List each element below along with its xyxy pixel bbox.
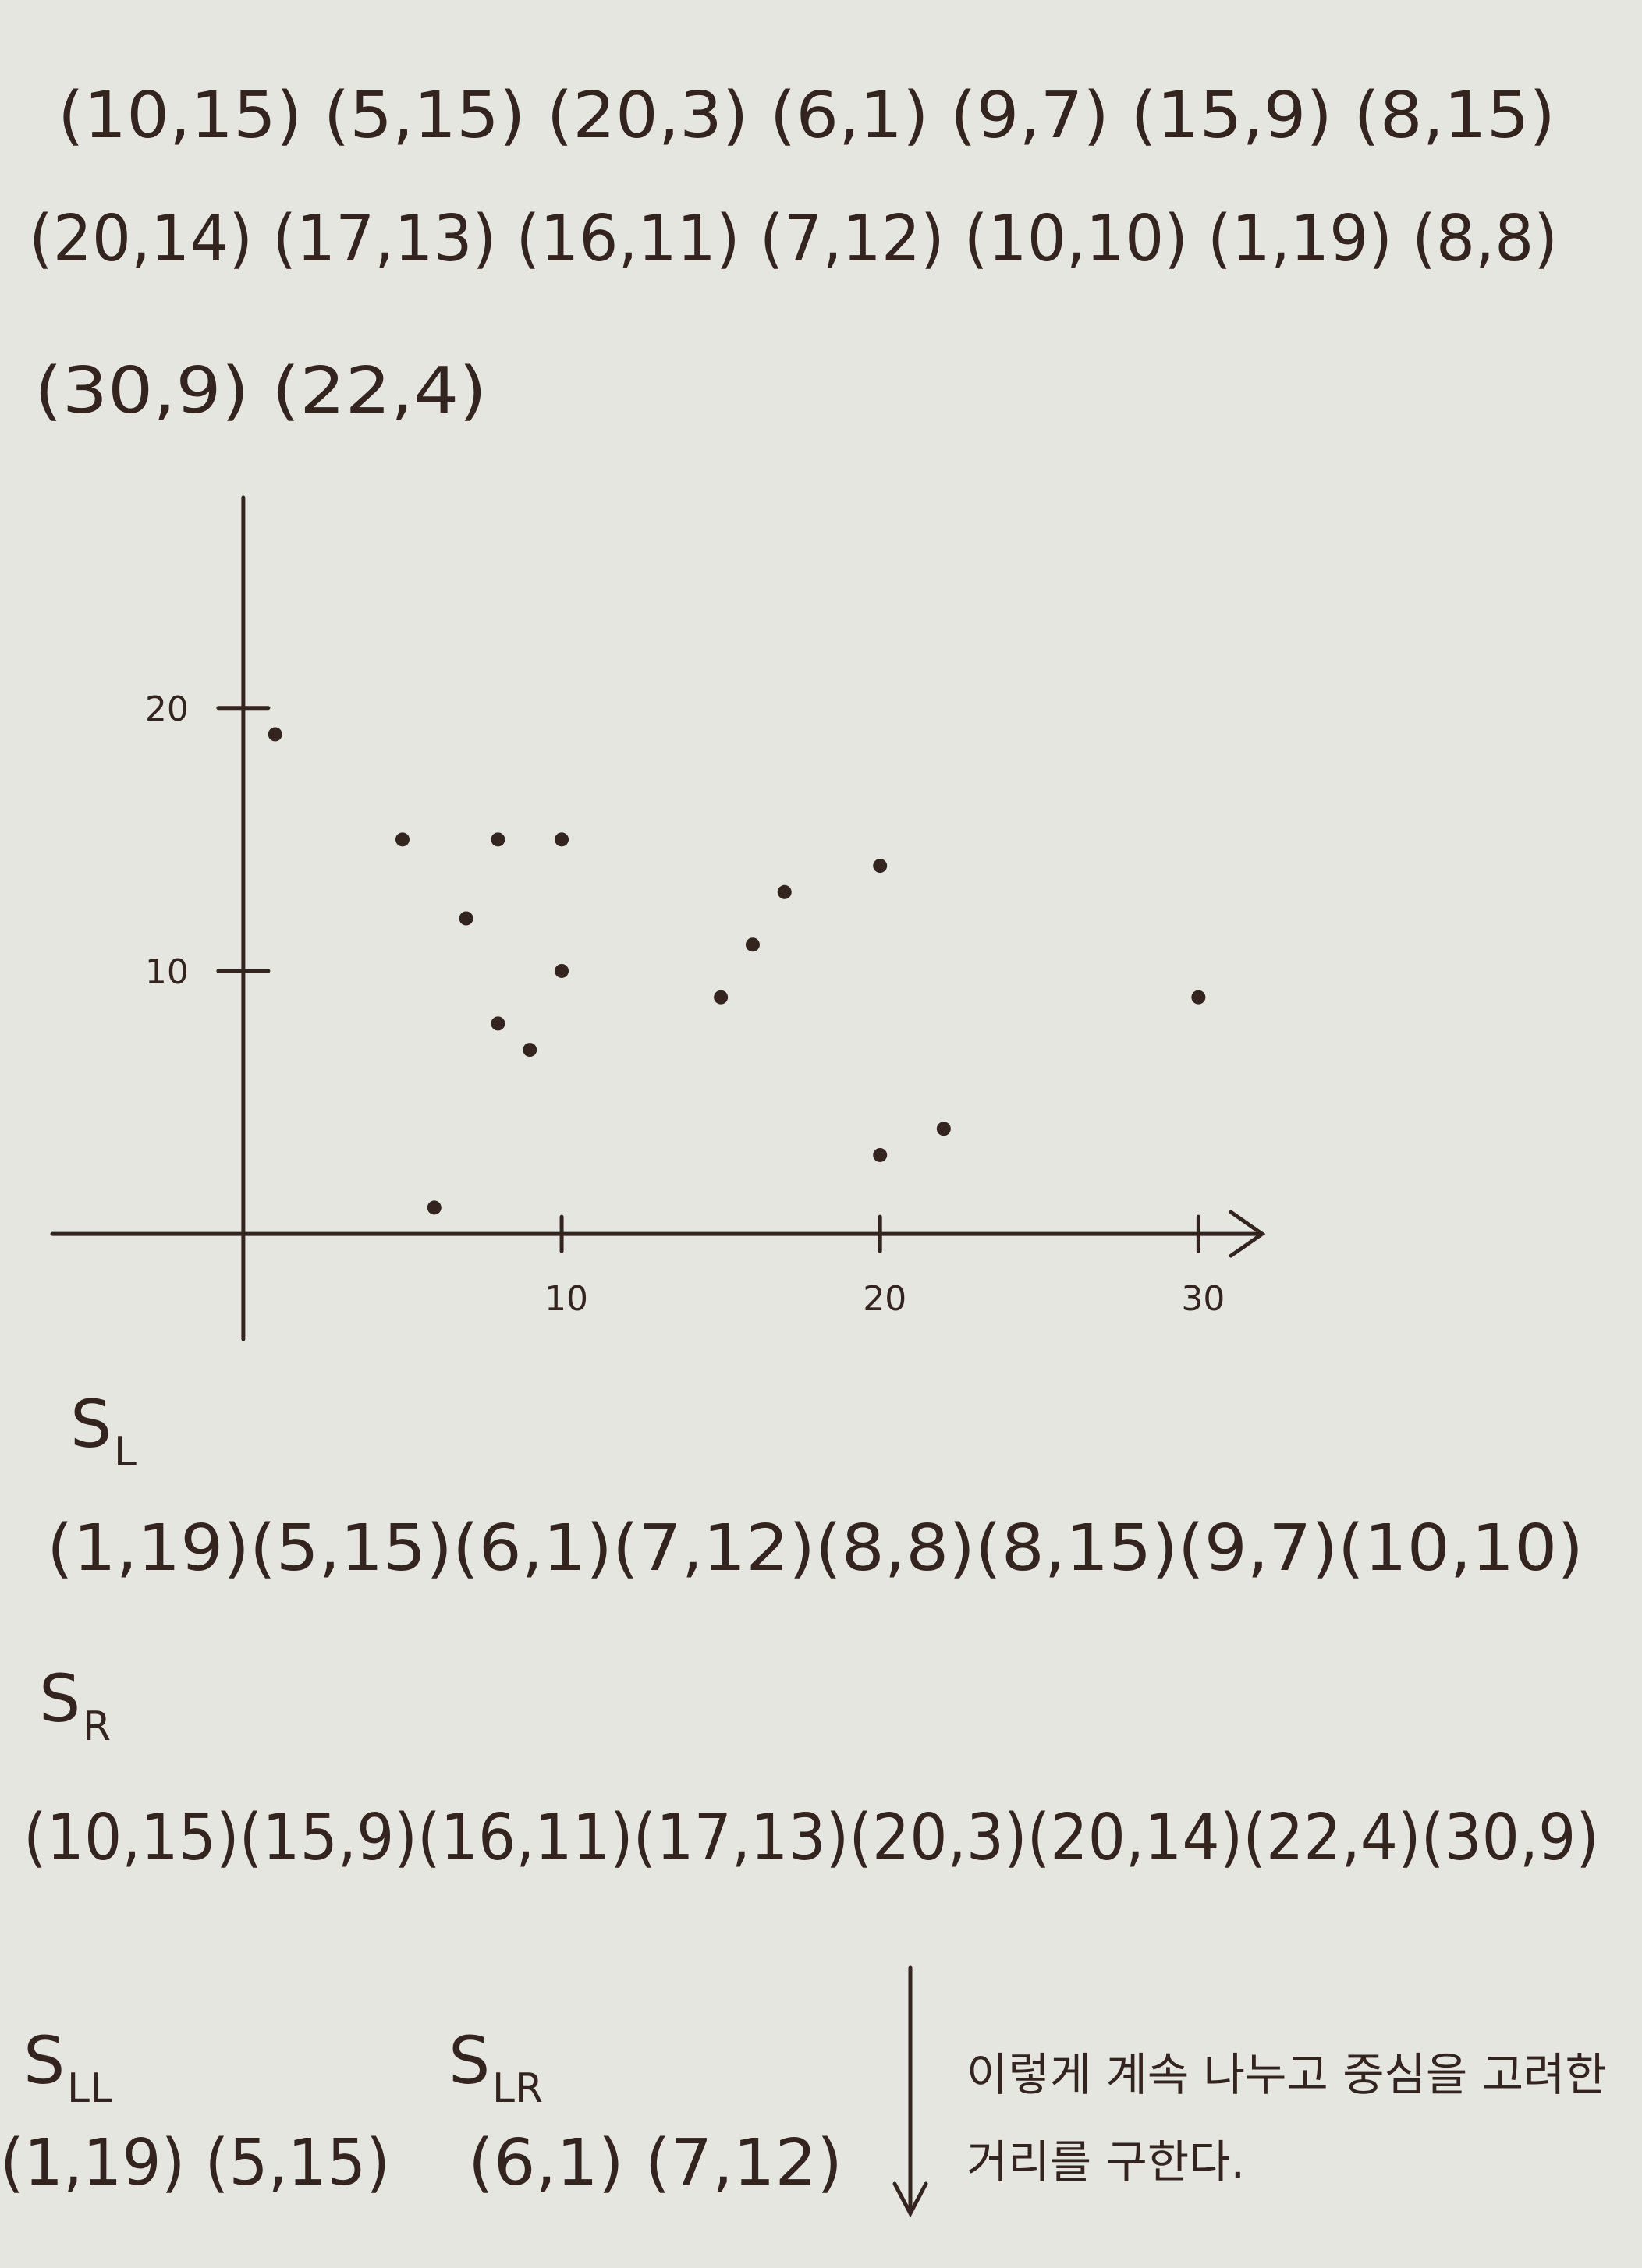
- data-point: [745, 937, 760, 952]
- data-point: [555, 963, 569, 978]
- set-points: (10,15)(15,9)(16,11)(17,13)(20,3)(20,14)…: [23, 1801, 1599, 1875]
- point-row: (20,14) (17,13) (16,11) (7,12) (10,10) (…: [29, 202, 1558, 276]
- data-point: [459, 911, 473, 926]
- data-point: [427, 1200, 442, 1215]
- y-tick-label: 20: [145, 689, 189, 729]
- set-name: S: [449, 2022, 490, 2099]
- set-points: (1,19) (5,15): [0, 2126, 390, 2200]
- set-subscript: L: [114, 1429, 137, 1476]
- note-line: 거리를 구한다.: [966, 2135, 1245, 2188]
- x-tick-label: 30: [1181, 1279, 1225, 1319]
- set-subscript: LR: [492, 2065, 543, 2112]
- arrow-head: [892, 2181, 928, 2218]
- x-axis-arrow: [1229, 1210, 1266, 1258]
- note-line: 이렇게 계속 나누고 중심을 고려한: [966, 2048, 1607, 2101]
- set-subscript: LL: [67, 2065, 112, 2112]
- x-tick-label: 20: [863, 1279, 906, 1319]
- data-point: [555, 832, 569, 847]
- point-row: (10,15) (5,15) (20,3) (6,1) (9,7) (15,9)…: [58, 79, 1555, 153]
- point-row: (30,9) (22,4): [34, 354, 487, 428]
- data-point: [395, 832, 410, 847]
- data-point: [1191, 990, 1206, 1005]
- data-point: [873, 1147, 888, 1162]
- data-point: [777, 884, 792, 899]
- set-subscript: R: [83, 1703, 111, 1750]
- data-point: [523, 1043, 537, 1058]
- set-points: (6,1) (7,12): [468, 2126, 842, 2200]
- data-point: [936, 1122, 951, 1136]
- y-tick-label: 10: [145, 952, 189, 992]
- data-point: [491, 1016, 505, 1031]
- x-tick-label: 10: [544, 1279, 588, 1319]
- data-point: [873, 859, 888, 874]
- set-points: (1,19)(5,15)(6,1)(7,12)(8,8)(8,15)(9,7)(…: [47, 1511, 1583, 1586]
- data-point: [714, 990, 729, 1005]
- set-name: S: [39, 1660, 80, 1737]
- data-point: [491, 832, 505, 847]
- data-point: [268, 727, 282, 742]
- set-name: S: [23, 2022, 65, 2099]
- set-name: S: [70, 1386, 112, 1462]
